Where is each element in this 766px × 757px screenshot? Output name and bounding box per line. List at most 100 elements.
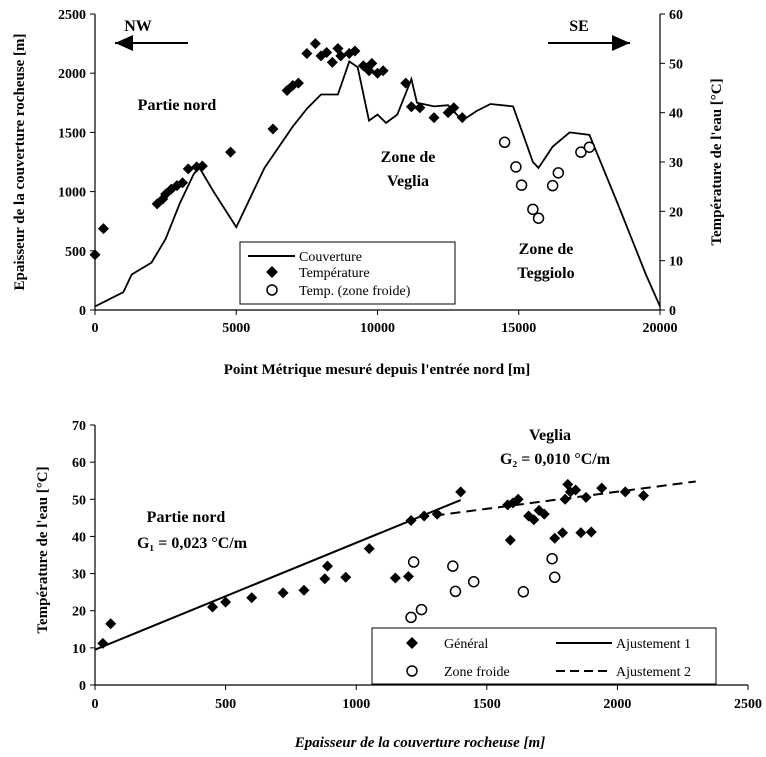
- point-general: [504, 534, 516, 546]
- point-temperature: [309, 38, 321, 50]
- legend-swatch-zone-froide: [266, 284, 278, 296]
- chart-2-tick-labels: 0 500 1000 1500 2000 2500 0 10 20 30 40 50 60 70: [72, 419, 762, 712]
- point-general: [298, 584, 310, 596]
- chart-1-y-tick-label: 1500: [58, 126, 86, 141]
- chart-1-y-tick-label: 2500: [58, 8, 86, 23]
- point-temperature: [301, 47, 313, 59]
- point-zone-froide: [548, 571, 561, 584]
- annotation-partie-nord: Partie nord: [138, 97, 217, 114]
- point-zone-froide: [407, 556, 420, 568]
- point-temperature: [405, 101, 417, 113]
- legend-label-ajustement-2: Ajustement 2: [616, 665, 691, 680]
- legend-label-ajustement-1: Ajustement 1: [616, 637, 691, 652]
- point-zone-froide: [447, 560, 459, 572]
- chart-1-y-tick-label: 2000: [58, 67, 86, 82]
- point-temperature: [456, 112, 468, 124]
- point-temperature: [267, 123, 279, 135]
- point-general: [431, 508, 443, 520]
- chart-2-x-tick-label: 2000: [603, 697, 631, 712]
- chart-2-y-tick-label: 60: [72, 456, 86, 471]
- chart-2-x-tick-label: 500: [215, 697, 236, 712]
- chart-1-y2-tick-label: 20: [669, 205, 683, 220]
- point-temperature: [448, 102, 460, 114]
- point-temperature: [428, 112, 440, 124]
- point-general: [619, 486, 631, 498]
- point-general: [570, 484, 582, 496]
- chart-1-x-tick-label: 0: [92, 321, 99, 336]
- legend-box-2: [371, 627, 717, 685]
- chart-1-y-tick-label: 500: [65, 245, 86, 260]
- chart-2-axes: [90, 424, 749, 690]
- point-zone-froide: [498, 136, 511, 149]
- fit-line-ajustement-2: [434, 480, 696, 517]
- point-general: [557, 527, 569, 539]
- chart-1-y2-tick-label: 30: [669, 156, 683, 171]
- chart-2-x-tick-label: 0: [92, 697, 99, 712]
- point-general: [455, 486, 467, 498]
- legend-label-zone-froide: Temp. (zone froide): [299, 284, 411, 299]
- point-temperature: [321, 46, 333, 58]
- point-temperature: [89, 249, 101, 261]
- point-zone-froide: [552, 167, 565, 179]
- point-general: [402, 571, 414, 583]
- chart-2-y-tick-label: 40: [72, 530, 86, 545]
- point-general: [389, 572, 401, 584]
- point-general: [340, 571, 352, 583]
- legend-swatch-general: [406, 637, 418, 649]
- chart-2: 0 500 1000 1500 2000 2500 0 10 20 30 40 50 60 70 Vegl…: [35, 419, 762, 751]
- point-temperature: [414, 102, 426, 114]
- point-general: [319, 573, 331, 585]
- series-line-couverture: [94, 59, 661, 308]
- point-zone-froide: [467, 575, 480, 588]
- point-temperature: [349, 45, 361, 57]
- chart-2-x-tick-label: 1000: [342, 697, 370, 712]
- point-temperature: [97, 223, 109, 235]
- chart-1-axes: [90, 13, 665, 315]
- fit-line-ajustement-1: [94, 499, 462, 651]
- point-general: [105, 618, 117, 630]
- point-general: [596, 482, 608, 494]
- annotation-zone-teggiolo-line2: Teggiolo: [517, 265, 574, 282]
- annotation-partie-nord-2: Partie nord: [147, 509, 226, 526]
- annotation-g2: G₂ = 0,010 °C/m: [500, 451, 611, 468]
- chart-1-y-tick-label: 1000: [58, 186, 86, 201]
- chart-2-y-tick-label: 50: [72, 493, 86, 508]
- point-zone-froide: [583, 141, 596, 153]
- chart-2-y-tick-label: 10: [72, 642, 86, 657]
- legend-swatch-temperature: [266, 266, 278, 278]
- legend-label-couverture: Couverture: [299, 250, 362, 265]
- annotation-g1: G₁ = 0,023 °C/m: [137, 535, 248, 552]
- chart-2-y-tick-label: 30: [72, 568, 86, 583]
- chart-2-y-axis-title: Température de l'eau [°C]: [35, 466, 51, 633]
- point-zone-froide: [546, 179, 559, 192]
- point-general: [533, 504, 545, 516]
- chart-1-x-tick-label: 5000: [222, 321, 250, 336]
- chart-1-y-tick-label: 0: [79, 304, 86, 319]
- point-zone-froide: [449, 585, 462, 598]
- chart-1-y2-axis-title: Température de l'eau [°C]: [709, 78, 725, 245]
- point-general: [207, 601, 219, 613]
- legend-label-general: Général: [444, 637, 488, 652]
- annotation-zone-veglia-line1: Zone de: [381, 149, 436, 166]
- point-temperature: [196, 160, 208, 172]
- point-general: [585, 526, 597, 538]
- point-temperature: [292, 77, 304, 89]
- chart-1-y2-tick-label: 60: [669, 8, 683, 23]
- point-temperature: [225, 146, 237, 158]
- chart-1-marks: [89, 38, 661, 308]
- chart-2-marks: [94, 478, 696, 651]
- point-general: [277, 587, 289, 599]
- point-general: [549, 532, 561, 544]
- chart-1: 0 5000 10000 15000 2000005001000150020002500…: [12, 8, 725, 378]
- annotation-zone-teggiolo-line1: Zone de: [519, 241, 574, 258]
- point-temperature: [377, 65, 389, 77]
- point-zone-froide: [405, 611, 417, 624]
- annotation-veglia: Veglia: [529, 427, 571, 444]
- point-general: [528, 514, 540, 526]
- point-zone-froide: [415, 603, 428, 616]
- point-temperature: [326, 56, 338, 68]
- annotation-se: SE: [569, 18, 589, 35]
- point-zone-froide: [575, 146, 587, 158]
- chart-1-tick-labels: 0 5000 10000 15000 2000005001000150020002500…: [58, 8, 683, 336]
